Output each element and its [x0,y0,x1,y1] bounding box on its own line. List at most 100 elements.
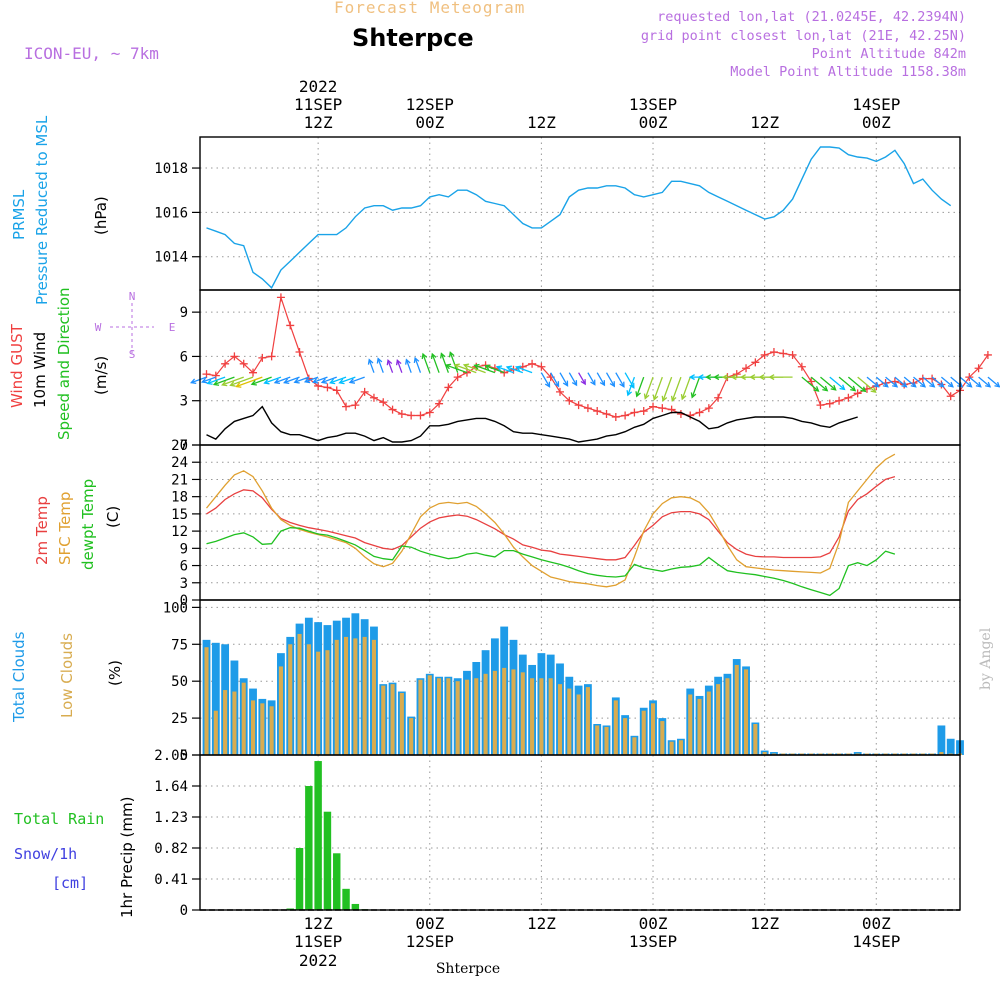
wind-arrow [801,376,819,392]
gust-marker [230,352,239,361]
wind-arrowhead [813,386,820,392]
wind-arrow [463,364,486,374]
wind-arrow [691,376,701,398]
wind-arrow [264,376,282,384]
low-cloud-bar [399,693,404,755]
low-cloud-bar [297,633,302,755]
compass-n: N [129,290,136,303]
cloud-y-tick-label: 100 [163,600,188,616]
low-cloud-bar [464,679,470,755]
temp-y-tick-label: 3 [180,576,188,592]
wind-y-tick-label: 9 [180,305,188,321]
gust-marker [360,387,369,396]
wind-arrow [304,376,319,383]
low-cloud-bar [688,694,693,755]
wind-arrowhead [850,385,857,392]
gust-marker [397,410,406,418]
wind-arrowhead [721,374,728,381]
wind-arrowhead [338,378,345,385]
snow-unit: [cm] [52,874,88,892]
low-cloud-bar [753,724,758,755]
gust-marker [295,348,304,356]
wind-arrowhead [985,381,992,388]
low-cloud-bar [827,753,832,755]
gust-marker [211,371,220,380]
gust-marker [462,368,471,377]
gust-marker [416,411,425,420]
low-cloud-bar [585,687,590,755]
grid-point: grid point closest lon,lat (21E, 42.25N) [640,28,966,44]
gust-marker [742,364,751,373]
wind-arrowhead [473,363,480,370]
low-cloud-bar [632,737,637,755]
low-cloud-bar [325,650,330,755]
wind-arrowhead [571,380,578,387]
gust-marker [425,408,434,417]
wind-arrowhead [705,374,712,381]
gust-marker [751,358,760,367]
wind-arrowhead [688,374,695,381]
temp-y-tick-label: 24 [171,455,188,471]
rain-bar [286,908,294,910]
gust-marker [574,401,583,410]
wind-arrowhead [839,384,846,391]
gust-marker [435,399,444,408]
wind-arrow [330,376,347,384]
wind-arrowhead [320,378,328,384]
wind-arrowhead [929,381,936,388]
low-cloud-bar [874,753,879,755]
wind-arrow [454,364,477,374]
wind-arrow [605,372,615,387]
wind-arrow [644,376,654,399]
wind-arrowhead [376,357,383,364]
wind-arrowhead [444,363,452,370]
gust-marker [342,402,351,411]
dew-label: dewpt Temp [79,479,97,570]
wind-arrow [636,376,645,397]
low-cloud-bar [930,753,935,755]
wind-y-tick-label: 6 [180,349,188,365]
wind-arrowhead [873,381,880,388]
wind-arrow [284,376,300,384]
low-cloud-bar [539,678,544,755]
wind-arrow [810,376,828,392]
wind-arrow [627,376,636,396]
low-cloud-bar [483,673,488,755]
gust-marker [202,370,211,379]
rain-bar [351,903,360,910]
temp-y-tick-label: 9 [180,541,188,557]
wind-arrowhead [947,381,954,388]
speed-dir-label: Speed and Direction [55,287,73,440]
gust-marker [797,362,806,371]
gust-marker [369,393,378,402]
low-cloud-bar [818,753,823,755]
wind-arrow [978,376,991,388]
chart-title: Forecast Meteogram [334,0,526,17]
wind-arrow [903,376,917,388]
gust-marker [444,383,453,392]
temp-y-tick-label: 12 [171,524,188,540]
wind-arrow [847,376,866,392]
wind-arrow [596,372,605,386]
wind-arrow [568,372,578,386]
gust-marker [918,374,927,383]
wind-arrow [866,376,879,388]
wind-arrow [339,376,356,384]
low-cloud-bar [846,753,851,755]
low-cloud-bar [520,672,525,755]
wind-arrow [922,376,935,388]
low-cloud-bar [204,647,209,755]
gust-marker [788,350,797,359]
low-cloud-bar [641,710,646,755]
wind-arrowhead [235,382,242,388]
gust-marker [239,359,248,368]
low-cloud-bar [409,718,414,755]
wind-arrowhead [440,352,446,359]
wind-arrow [681,376,691,400]
wind-arrowhead [190,378,197,385]
wind-arrow [829,376,845,390]
wind-arrow [940,376,954,388]
gust-marker [500,368,509,377]
low-cloud-bar [660,721,665,755]
wind-arrow [313,376,328,383]
